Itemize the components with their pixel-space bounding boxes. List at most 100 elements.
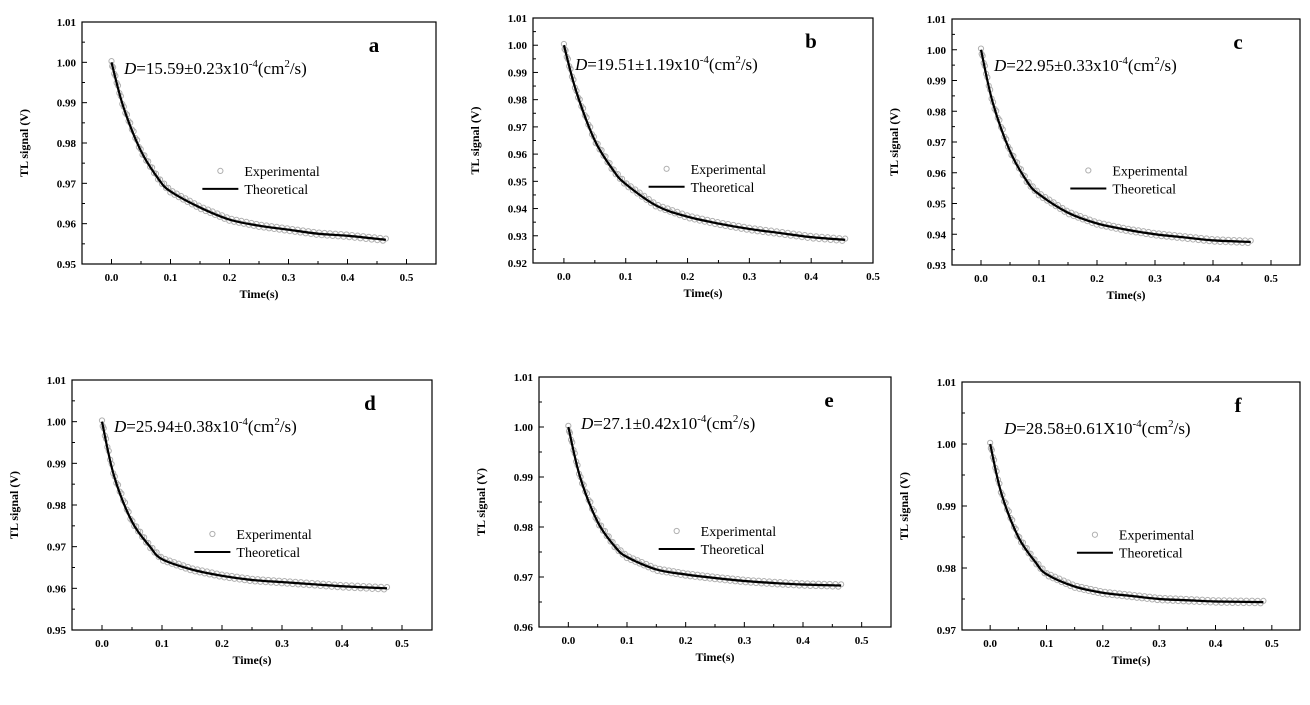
panel-e: 0.96 0.97 0.98 0.99 1.00 1.01 0.0 0.1 0.2 0.3 0.4 0… bbox=[474, 372, 892, 664]
legend-label-theoretical: Theoretical bbox=[244, 183, 308, 198]
legend-marker-experimental bbox=[209, 530, 216, 538]
diffusivity-annotation: D=15.59±0.23x10-4(cm2/s) bbox=[123, 58, 307, 78]
x-tick-label: 0.4 bbox=[796, 635, 810, 647]
y-tick-label: 0.93 bbox=[508, 231, 528, 243]
x-tick-label: 0.0 bbox=[557, 271, 571, 283]
theoretical-curve bbox=[989, 443, 1264, 604]
theoretical-curve bbox=[110, 62, 386, 241]
experimental-point bbox=[155, 553, 162, 561]
theoretical-curve bbox=[567, 426, 842, 587]
annotation-unit: (cm bbox=[1128, 56, 1154, 75]
legend-marker-experimental bbox=[1085, 167, 1092, 174]
y-tick-label: 0.98 bbox=[514, 522, 534, 534]
y-tick-label: 0.95 bbox=[47, 625, 67, 637]
legend: Experimental Theoretical bbox=[1070, 164, 1188, 197]
y-tick-label: 0.96 bbox=[927, 168, 947, 180]
annotation-value: =15.59±0.23x10 bbox=[136, 59, 248, 78]
panel-label: e bbox=[824, 388, 833, 412]
theoretical-curve bbox=[979, 49, 1251, 244]
annotation-value: =25.94±0.38x10 bbox=[126, 417, 238, 436]
panel-label: a bbox=[369, 33, 380, 57]
legend: Experimental Theoretical bbox=[202, 165, 320, 198]
y-tick-label: 0.98 bbox=[57, 138, 77, 150]
annotation-value: =22.95±0.33x10 bbox=[1006, 56, 1118, 75]
annotation-unit-tail: /s) bbox=[290, 59, 307, 78]
x-tick-label: 0.2 bbox=[1090, 273, 1104, 285]
x-tick-label: 0.4 bbox=[335, 638, 349, 650]
annotation-value: =27.1±0.42x10 bbox=[593, 414, 697, 433]
y-tick-label: 0.99 bbox=[508, 67, 528, 79]
y-tick-label: 0.97 bbox=[47, 542, 67, 554]
annotation-exponent: -4 bbox=[700, 54, 710, 66]
x-axis-title: Time(s) bbox=[695, 650, 734, 664]
x-tick-label: 0.2 bbox=[681, 271, 695, 283]
experimental-scatter bbox=[98, 417, 391, 593]
panel-b: 0.92 0.93 0.94 0.95 0.96 0.97 0.98 0.99 1.00 1.01… bbox=[468, 13, 880, 300]
x-tick-label: 0.4 bbox=[341, 272, 355, 284]
experimental-point bbox=[612, 171, 619, 178]
x-tick-label: 0.0 bbox=[983, 638, 997, 650]
annotation-unit: (cm bbox=[706, 414, 732, 433]
experimental-point bbox=[1260, 597, 1267, 605]
y-tick-label: 1.01 bbox=[47, 375, 66, 387]
x-tick-label: 0.1 bbox=[164, 272, 178, 284]
panel-d: 0.95 0.96 0.97 0.98 0.99 1.00 1.01 0.0 0.1 0.2 0.3… bbox=[7, 375, 433, 667]
y-tick-label: 0.99 bbox=[57, 98, 77, 110]
annotation-exponent: -4 bbox=[249, 58, 259, 70]
x-tick-label: 0.5 bbox=[400, 272, 414, 284]
y-tick-label: 0.94 bbox=[927, 229, 947, 241]
annotation-unit: (cm bbox=[258, 59, 284, 78]
legend-marker-experimental bbox=[1091, 531, 1099, 538]
annotation-unit-tail: /s) bbox=[741, 55, 758, 74]
x-axis-title: Time(s) bbox=[1106, 288, 1145, 302]
y-tick-label: 0.99 bbox=[47, 458, 67, 470]
x-tick-label: 0.3 bbox=[275, 638, 289, 650]
experimental-point bbox=[1037, 565, 1044, 572]
y-tick-label: 1.01 bbox=[508, 13, 527, 25]
y-tick-label: 1.00 bbox=[57, 57, 77, 69]
x-tick-label: 0.5 bbox=[395, 638, 409, 650]
x-tick-label: 0.1 bbox=[620, 635, 634, 647]
x-tick-label: 0.3 bbox=[1148, 273, 1162, 285]
diffusivity-annotation: D=22.95±0.33x10-4(cm2/s) bbox=[993, 55, 1177, 75]
y-tick-label: 0.94 bbox=[508, 204, 528, 216]
x-tick-label: 0.2 bbox=[223, 272, 237, 284]
y-tick-label: 0.95 bbox=[508, 176, 528, 188]
legend-label-experimental: Experimental bbox=[701, 525, 777, 540]
theoretical-curve bbox=[100, 421, 388, 590]
x-tick-label: 0.3 bbox=[737, 635, 751, 647]
x-tick-label: 0.0 bbox=[105, 272, 119, 284]
legend: Experimental Theoretical bbox=[648, 163, 766, 196]
x-tick-label: 0.1 bbox=[1032, 273, 1046, 285]
y-tick-label: 0.97 bbox=[937, 625, 957, 637]
y-tick-label: 1.00 bbox=[508, 40, 528, 52]
x-tick-label: 0.3 bbox=[742, 271, 756, 283]
x-axis-title: Time(s) bbox=[239, 287, 278, 301]
y-tick-label: 0.99 bbox=[514, 472, 534, 484]
diffusivity-annotation: D=27.1±0.42x10-4(cm2/s) bbox=[580, 413, 755, 433]
y-axis-title: TL signal (V) bbox=[7, 471, 21, 539]
x-tick-label: 0.1 bbox=[155, 638, 169, 650]
annotation-exponent: -4 bbox=[239, 416, 249, 428]
annotation-unit-exponent: 2 bbox=[274, 416, 280, 428]
legend-label-theoretical: Theoretical bbox=[1112, 182, 1176, 197]
y-tick-label: 0.98 bbox=[47, 500, 67, 512]
annotation-unit-tail: /s) bbox=[1174, 419, 1191, 438]
legend: Experimental Theoretical bbox=[658, 525, 777, 558]
y-tick-label: 0.97 bbox=[927, 137, 947, 149]
y-tick-label: 0.97 bbox=[57, 178, 77, 190]
y-tick-label: 0.99 bbox=[927, 76, 947, 88]
x-axis-title: Time(s) bbox=[683, 286, 722, 300]
y-tick-label: 1.01 bbox=[927, 14, 946, 26]
legend-label-theoretical: Theoretical bbox=[701, 543, 765, 558]
experimental-scatter bbox=[108, 58, 389, 244]
annotation-exponent: -4 bbox=[1119, 55, 1129, 67]
y-tick-label: 0.96 bbox=[57, 219, 77, 231]
x-tick-label: 0.1 bbox=[1040, 638, 1054, 650]
annotation-unit-exponent: 2 bbox=[733, 413, 739, 425]
x-axis-title: Time(s) bbox=[1111, 653, 1150, 667]
y-tick-label: 0.92 bbox=[508, 258, 528, 270]
panel-label: c bbox=[1233, 30, 1242, 54]
annotation-unit-tail: /s) bbox=[738, 414, 755, 433]
panel-c: 0.93 0.94 0.95 0.96 0.97 0.98 0.99 1.00 1.01 0.0 0… bbox=[887, 14, 1301, 302]
